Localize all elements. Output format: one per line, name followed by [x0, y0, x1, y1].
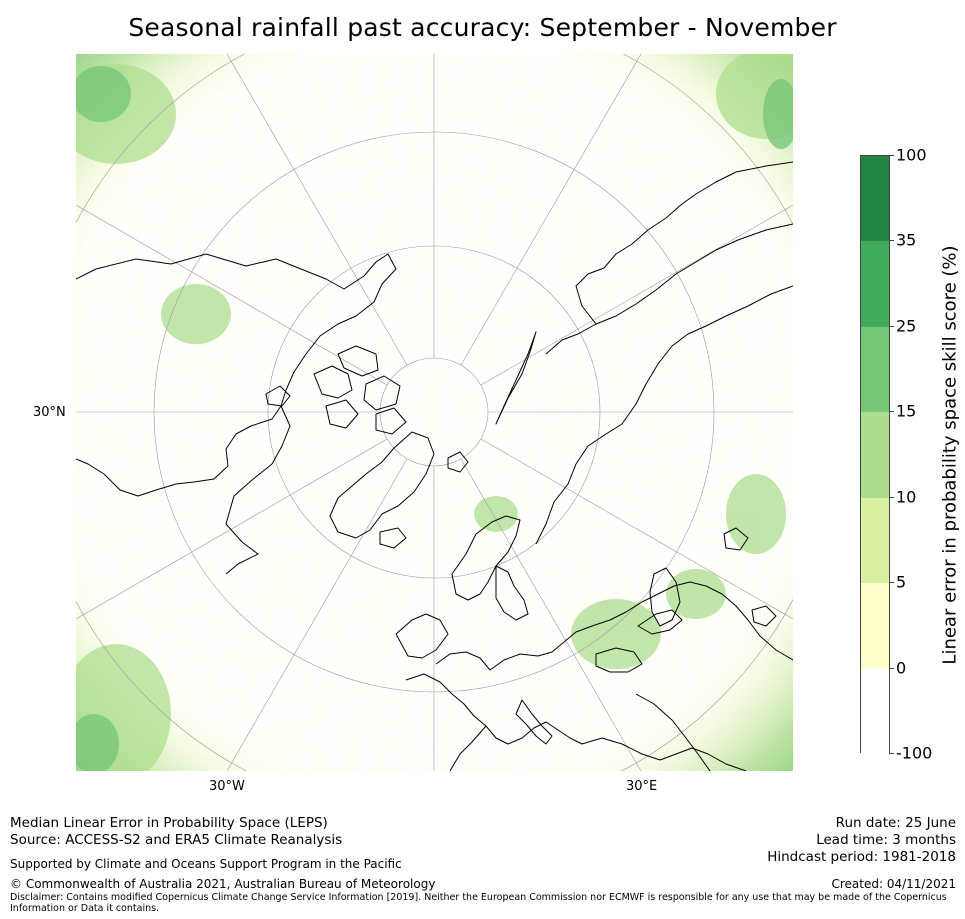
footer-hindcast: Hindcast period: 1981-2018 — [767, 849, 956, 865]
skill-field-corners — [76, 54, 793, 771]
footer-source-line: Source: ACCESS-S2 and ERA5 Climate Reana… — [10, 832, 343, 848]
colorbar-bin — [861, 412, 889, 498]
colorbar-tick-mark — [889, 325, 894, 327]
colorbar-bin — [861, 668, 889, 754]
colorbar-tick-label: 25 — [896, 316, 917, 336]
footer-right: Run date: 25 June Lead time: 3 months Hi… — [767, 815, 956, 866]
colorbar-tick-label: 100 — [896, 145, 927, 165]
colorbar-bin — [861, 326, 889, 413]
skill-patches-strong — [76, 66, 793, 771]
footer-run-date: Run date: 25 June — [835, 815, 956, 831]
colorbar — [860, 155, 890, 754]
lat-label-30n: 30°N — [33, 405, 66, 420]
colorbar-tick-mark — [889, 582, 894, 584]
colorbar-tick-mark — [889, 667, 894, 669]
colorbar-tick-mark — [889, 411, 894, 413]
colorbar-tick-mark — [889, 753, 894, 754]
polar-skill-map — [76, 54, 793, 771]
colorbar-tick-mark — [889, 155, 894, 156]
footer-created: Created: 04/11/2021 — [831, 877, 956, 891]
colorbar-label: Linear error in probability space skill … — [939, 245, 961, 665]
coastlines — [76, 161, 793, 771]
map-title: Seasonal rainfall past accuracy: Septemb… — [128, 13, 837, 42]
colorbar-tick-label: 10 — [896, 487, 917, 507]
colorbar-tick-label: 35 — [896, 230, 917, 250]
colorbar-bin — [861, 583, 889, 669]
colorbar-tick-label: 5 — [896, 572, 907, 592]
colorbar-bin — [861, 241, 889, 327]
colorbar-bin — [861, 156, 889, 242]
graticule — [76, 54, 793, 771]
colorbar-bin — [861, 497, 889, 584]
footer-disclaimer: Disclaimer: Contains modified Copernicus… — [10, 892, 947, 914]
footer-support: Supported by Climate and Oceans Support … — [10, 857, 402, 871]
lon-label-30e: 30°E — [626, 779, 658, 794]
footer-lead-time: Lead time: 3 months — [816, 832, 956, 848]
colorbar-tick-mark — [889, 240, 894, 242]
footer-left: Median Linear Error in Probability Space… — [10, 815, 342, 849]
lon-label-30w: 30°W — [209, 779, 245, 794]
colorbar-tick-label: -100 — [896, 743, 933, 763]
colorbar-tick-mark — [889, 496, 894, 498]
colorbar-tick-label: 0 — [896, 658, 907, 678]
colorbar-tick-label: 15 — [896, 401, 917, 421]
footer-copyright: © Commonwealth of Australia 2021, Austra… — [10, 877, 436, 891]
footer-leps-line: Median Linear Error in Probability Space… — [10, 815, 328, 831]
